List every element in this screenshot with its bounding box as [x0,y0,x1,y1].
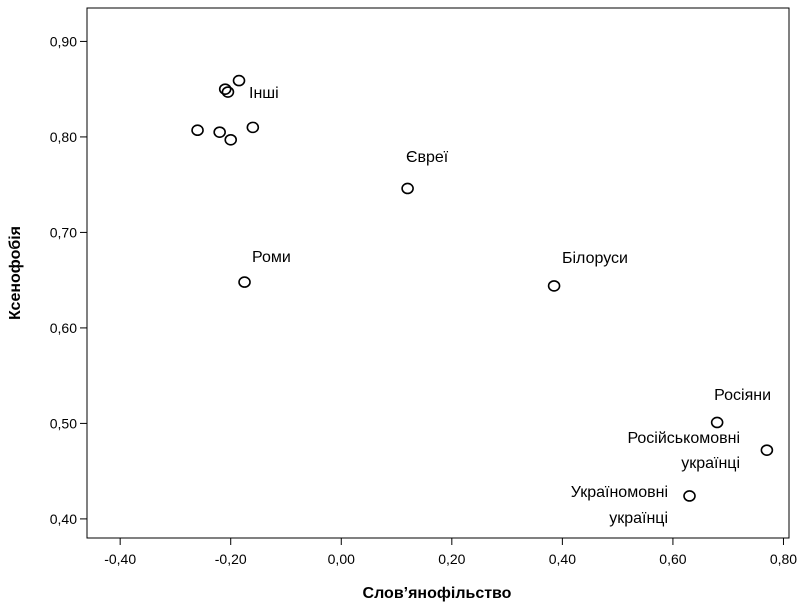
scatter-point [547,280,561,292]
data-points [191,74,774,502]
x-tick-label: -0,20 [215,551,247,567]
x-axis-title: Слов’янофільство [363,585,512,602]
scatter-point [246,121,260,134]
y-axis-title: Ксенофобія [7,226,24,320]
point-label: Білоруси [562,250,628,267]
x-tick-label: 0,80 [770,551,797,567]
point-label: Інші [249,85,279,102]
scatter-point [683,490,696,502]
scatter-point [191,124,204,137]
scatter-point [224,133,238,146]
plot-area [86,7,790,539]
point-labels: Інші Євреї Роми Білоруси Росіяни Російськомов… [249,85,771,527]
x-tick-label: 0,00 [328,551,355,567]
point-label: Роми [252,249,291,266]
point-label: Євреї [406,149,449,166]
y-tick-label: 0,70 [50,224,77,240]
x-axis: -0,40 -0,20 0,00 0,20 0,40 0,60 0,80 [104,538,797,567]
scatter-point [221,86,235,98]
y-axis: 0,40 0,50 0,60 0,70 0,80 0,90 [50,33,87,527]
y-tick-label: 0,90 [50,33,77,49]
point-label: Росіяни [714,387,771,404]
y-tick-label: 0,80 [50,129,77,145]
y-tick-label: 0,50 [50,415,77,431]
scatter-point [710,416,724,429]
scatter-point [218,83,232,95]
scatter-point [238,276,251,288]
scatter-point [401,182,414,195]
scatter-point [213,126,226,138]
x-tick-label: -0,40 [104,551,136,567]
y-tick-label: 0,60 [50,320,77,336]
scatter-point [232,74,246,87]
x-tick-label: 0,20 [438,551,465,567]
point-label: Україномовні українці [571,484,668,527]
y-tick-label: 0,40 [50,511,77,527]
point-label: Російськомовні українці [627,430,740,472]
x-tick-label: 0,40 [549,551,576,567]
scatter-point [760,444,774,456]
x-tick-label: 0,60 [659,551,686,567]
